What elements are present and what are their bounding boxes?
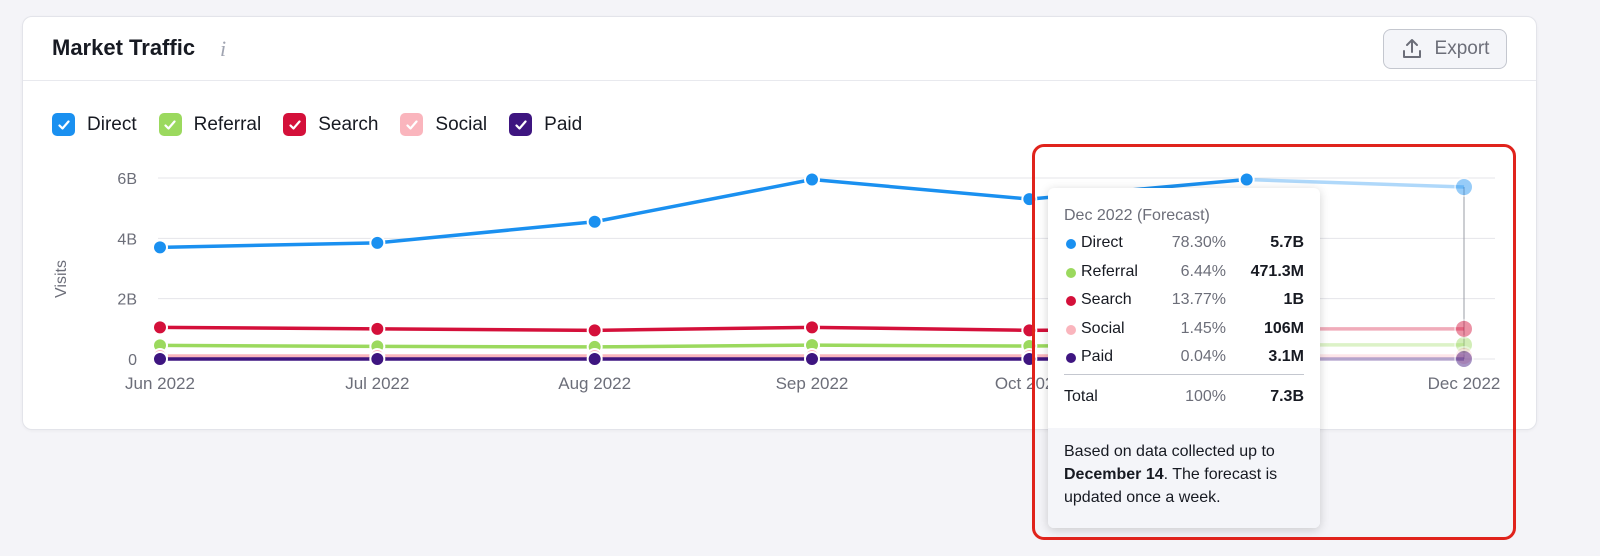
tooltip-row-direct: Direct 78.30% 5.7B: [1064, 234, 1304, 254]
tooltip-total-label: Total: [1064, 388, 1098, 405]
tooltip-series-percent: 1.45%: [1180, 319, 1226, 337]
tooltip-series-percent: 6.44%: [1180, 262, 1226, 280]
checkbox-paid[interactable]: [509, 113, 533, 136]
tooltip-row-search: Search 13.77% 1B: [1064, 291, 1304, 311]
card-header: Market Traffic i Export: [23, 17, 1536, 81]
export-button[interactable]: Export: [1383, 29, 1507, 69]
legend-label: Paid: [544, 113, 583, 135]
tooltip-divider: [1064, 374, 1304, 375]
tooltip-series-name: Paid: [1081, 348, 1114, 365]
check-icon: [515, 119, 527, 130]
tooltip-row-referral: Referral 6.44% 471.3M: [1064, 263, 1304, 283]
tooltip-total-row: Total 100% 7.3B: [1064, 388, 1304, 408]
series-dot: [1066, 267, 1076, 278]
forecast-tooltip: Dec 2022 (Forecast) Direct 78.30% 5.7B Refe…: [1048, 188, 1320, 528]
chart-legend: Direct Referral Search Social Paid: [52, 113, 582, 136]
check-icon: [289, 119, 301, 130]
checkbox-referral[interactable]: [158, 113, 182, 136]
checkbox-search[interactable]: [283, 113, 307, 136]
legend-item-direct[interactable]: Direct: [52, 113, 137, 136]
tooltip-series-value: 1B: [1283, 291, 1304, 308]
tooltip-series-percent: 13.77%: [1171, 291, 1226, 308]
tooltip-note-date: December 14: [1064, 466, 1164, 483]
tooltip-title: Dec 2022 (Forecast): [1064, 207, 1210, 224]
tooltip-total-percent: 100%: [1185, 388, 1226, 405]
checkbox-direct[interactable]: [52, 113, 75, 136]
series-dot: [1066, 324, 1076, 335]
check-icon: [57, 119, 70, 130]
tooltip-note-prefix: Based on data collected up to: [1064, 443, 1275, 460]
tooltip-series-name: Search: [1081, 291, 1132, 308]
check-icon: [164, 119, 176, 130]
card-title: Market Traffic: [52, 35, 196, 60]
tooltip-row-social: Social 1.45% 106M: [1064, 320, 1304, 340]
legend-item-social[interactable]: Social: [400, 113, 487, 136]
legend-label: Search: [318, 113, 379, 135]
legend-label: Referral: [193, 113, 262, 135]
series-dot: [1066, 353, 1076, 363]
tooltip-series-percent: 0.04%: [1180, 348, 1226, 365]
legend-label: Direct: [87, 113, 137, 135]
series-dot: [1066, 239, 1076, 249]
tooltip-total-value: 7.3B: [1270, 388, 1304, 405]
tooltip-series-name: Social: [1081, 319, 1125, 337]
info-icon[interactable]: i: [220, 36, 227, 61]
checkbox-social[interactable]: [400, 113, 424, 136]
tooltip-series-value: 471.3M: [1250, 262, 1304, 280]
tooltip-row-paid: Paid 0.04% 3.1M: [1064, 348, 1304, 368]
export-label: Export: [1434, 38, 1490, 59]
tooltip-series-name: Direct: [1081, 234, 1123, 251]
check-icon: [406, 119, 418, 130]
legend-item-referral[interactable]: Referral: [158, 113, 262, 136]
upload-icon: [1402, 39, 1421, 58]
legend-item-paid[interactable]: Paid: [509, 113, 582, 136]
tooltip-series-value: 106M: [1263, 319, 1304, 337]
tooltip-series-value: 5.7B: [1270, 234, 1304, 251]
tooltip-series-value: 3.1M: [1268, 348, 1304, 365]
tooltip-series-percent: 78.30%: [1171, 234, 1226, 251]
legend-item-search[interactable]: Search: [283, 113, 378, 136]
tooltip-series-name: Referral: [1081, 262, 1138, 280]
tooltip-note-suffix: . The forecast is updated once a week.: [1064, 466, 1278, 506]
series-dot: [1066, 296, 1076, 306]
tooltip-note: Based on data collected up to December 1…: [1048, 428, 1320, 528]
legend-label: Social: [435, 113, 488, 135]
